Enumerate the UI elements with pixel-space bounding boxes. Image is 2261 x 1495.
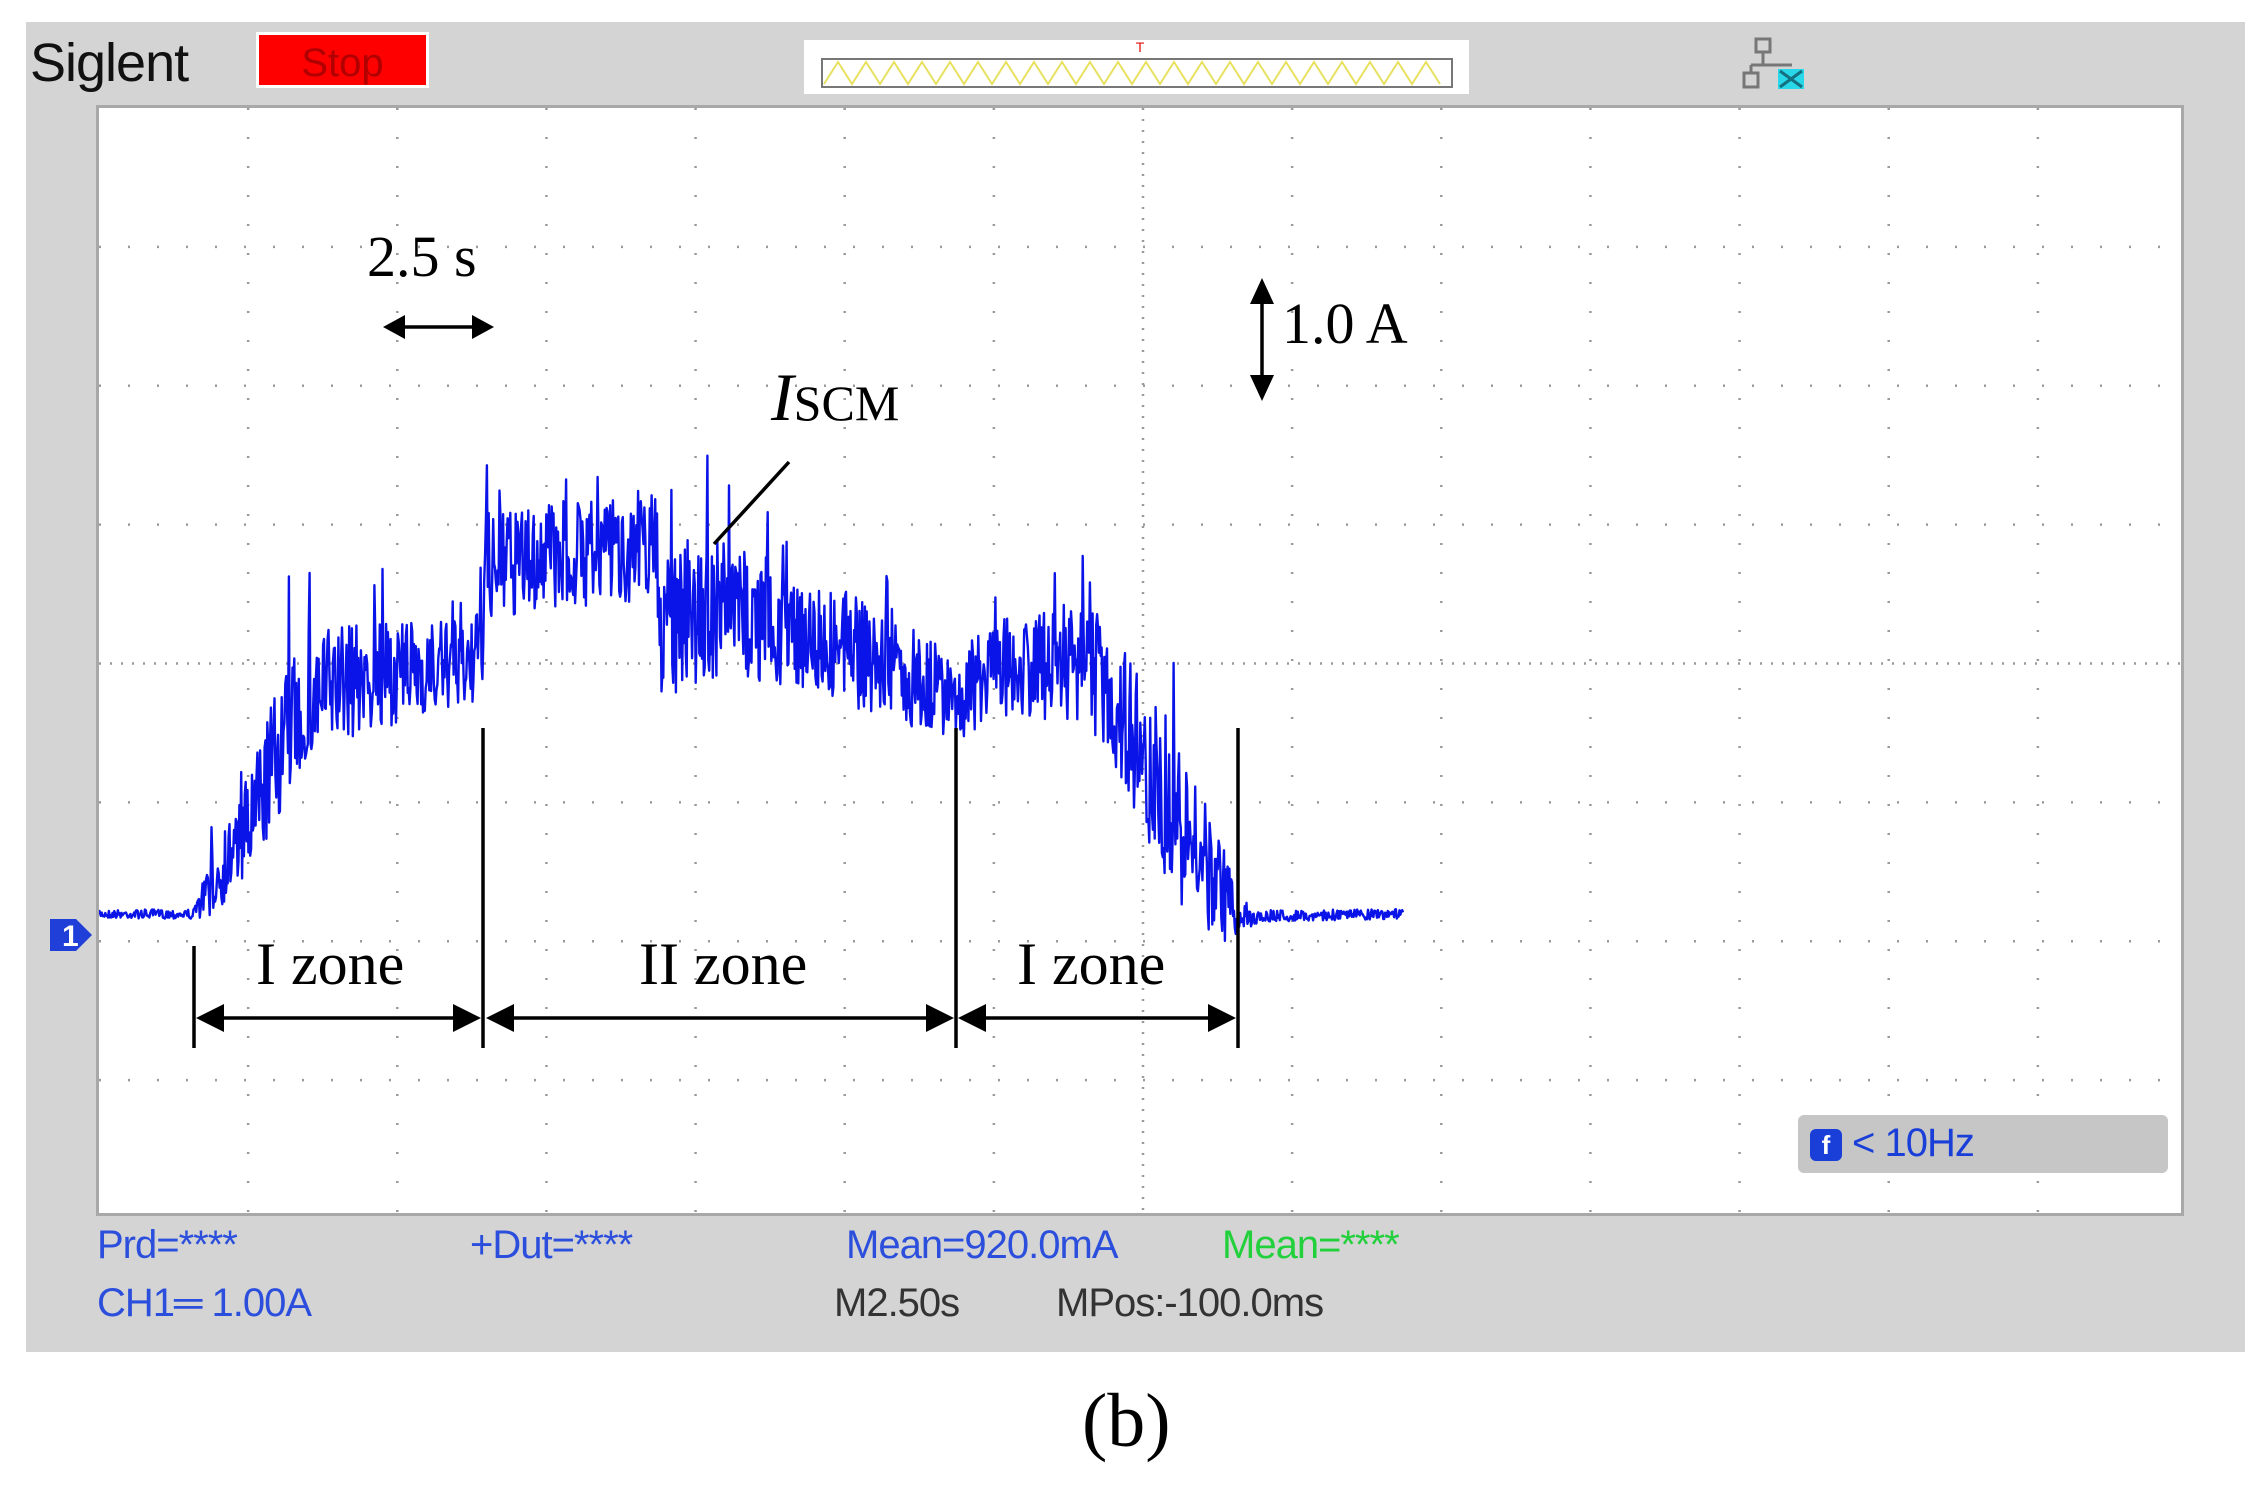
zone1-label: I zone bbox=[256, 931, 405, 997]
trigger-marker: T bbox=[1136, 40, 1145, 55]
arrowhead-icon bbox=[472, 315, 494, 339]
arrowhead-icon bbox=[1250, 375, 1274, 401]
frequency-counter[interactable]: f < 10Hz bbox=[1798, 1115, 2168, 1173]
channel1-scale: CH1═ 1.00A bbox=[97, 1281, 312, 1325]
arrowhead-icon bbox=[926, 1004, 954, 1032]
waveform-display[interactable]: 2.5 s 1.0 A ISCM I zone II zone I zone bbox=[96, 105, 2184, 1216]
oscilloscope-panel: Siglent Stop T bbox=[26, 22, 2245, 1352]
timebar-frame bbox=[821, 58, 1453, 88]
frequency-icon: f bbox=[1810, 1129, 1842, 1161]
channel-marker-text: 1 bbox=[62, 920, 79, 953]
graticule-grid bbox=[99, 108, 2181, 1213]
brand-label: Siglent bbox=[30, 33, 189, 93]
timebar-graphic: T bbox=[821, 40, 1453, 88]
timebase-scale: M2.50s bbox=[834, 1281, 960, 1325]
arrowhead-icon bbox=[958, 1004, 986, 1032]
channel-marker-icon[interactable]: 1 bbox=[50, 917, 94, 953]
memory-timebar[interactable]: T bbox=[804, 40, 1469, 94]
waveform-svg bbox=[99, 108, 2181, 1213]
measure-period: Prd=**** bbox=[97, 1223, 238, 1267]
horizontal-position: MPos:-100.0ms bbox=[1056, 1281, 1324, 1325]
timebar-wave-icon bbox=[823, 60, 1441, 86]
signal-label-sub: SCM bbox=[793, 375, 900, 431]
signal-leader-line bbox=[712, 460, 791, 546]
stop-button[interactable]: Stop bbox=[256, 32, 429, 88]
arrowhead-icon bbox=[453, 1004, 481, 1032]
current-scale-label: 1.0 A bbox=[1282, 291, 1408, 356]
zone2-label: II zone bbox=[639, 931, 808, 997]
arrowhead-icon bbox=[1208, 1004, 1236, 1032]
measure-mean-ch1: Mean=920.0mA bbox=[846, 1223, 1119, 1267]
signal-label: ISCM bbox=[771, 358, 899, 437]
frequency-value: < 10Hz bbox=[1852, 1121, 1975, 1165]
arrowhead-icon bbox=[196, 1004, 224, 1032]
arrowhead-icon bbox=[383, 315, 405, 339]
annotation-lines bbox=[192, 278, 1274, 1048]
measure-duty: +Dut=**** bbox=[470, 1223, 633, 1267]
arrowhead-icon bbox=[486, 1004, 514, 1032]
signal-label-main: I bbox=[771, 359, 794, 435]
figure-caption: (b) bbox=[1082, 1379, 1171, 1463]
time-scale-label: 2.5 s bbox=[367, 224, 477, 289]
measure-mean-ch2: Mean=**** bbox=[1222, 1223, 1400, 1267]
arrowhead-icon bbox=[1250, 278, 1274, 304]
zone3-label: I zone bbox=[1017, 931, 1166, 997]
current-trace bbox=[99, 454, 1405, 943]
network-icon bbox=[1742, 37, 1814, 97]
